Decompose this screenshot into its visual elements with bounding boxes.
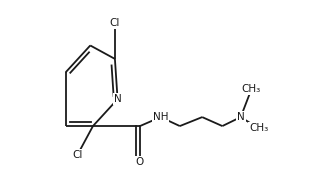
Text: N: N [237,112,245,122]
Text: CH₃: CH₃ [242,84,261,94]
Text: NH: NH [153,112,168,122]
Text: CH₃: CH₃ [249,123,268,133]
Text: Cl: Cl [72,150,82,160]
Text: Cl: Cl [110,18,120,28]
Text: N: N [114,94,121,104]
Text: O: O [136,157,144,167]
